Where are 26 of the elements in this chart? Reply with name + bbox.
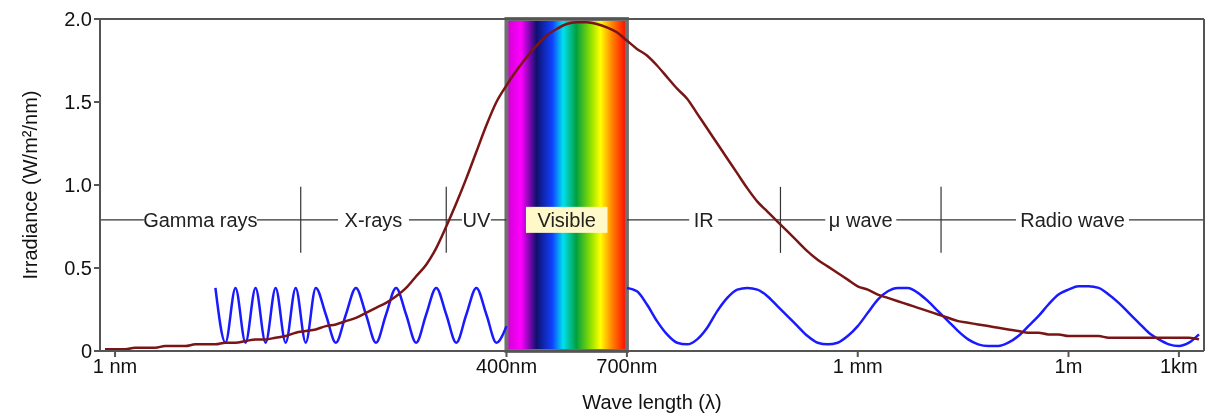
- y-tick-label: 0: [80, 340, 92, 363]
- annotation: UV: [462, 208, 491, 231]
- annotation: IR: [693, 208, 714, 231]
- annotation: Radio wave: [1020, 208, 1125, 231]
- y-axis-title: Irradiance (W/m²/nm): [19, 90, 41, 280]
- annotation: μ wave: [828, 208, 893, 231]
- range-bracket: IR: [626, 206, 782, 233]
- x-tick-label: 1 mm: [832, 355, 883, 378]
- band-label: Visible: [537, 208, 596, 231]
- range-bracket: Radio wave: [940, 186, 1205, 254]
- annotation: Gamma rays: [143, 208, 258, 231]
- y-tick-label: 2.0: [64, 8, 92, 31]
- range-bracket: μ wave: [779, 186, 942, 254]
- y-tick-label: 1.5: [64, 91, 92, 114]
- y-tick-label: 1.0: [64, 174, 92, 197]
- x-tick-label: 1m: [1054, 355, 1083, 378]
- range-bracket: UV: [445, 186, 508, 254]
- x-tick-label: 1km: [1160, 355, 1198, 378]
- x-axis-title: Wave length (λ): [582, 391, 722, 413]
- x-tick-label: 700nm: [596, 355, 658, 378]
- range-bracket: X-rays: [300, 186, 447, 254]
- x-tick-label: 1 nm: [92, 355, 138, 378]
- annotation: X-rays: [344, 208, 403, 231]
- y-tick-label: 0.5: [64, 257, 92, 280]
- x-tick-label: 400nm: [475, 355, 538, 378]
- line-series: [103, 21, 1201, 351]
